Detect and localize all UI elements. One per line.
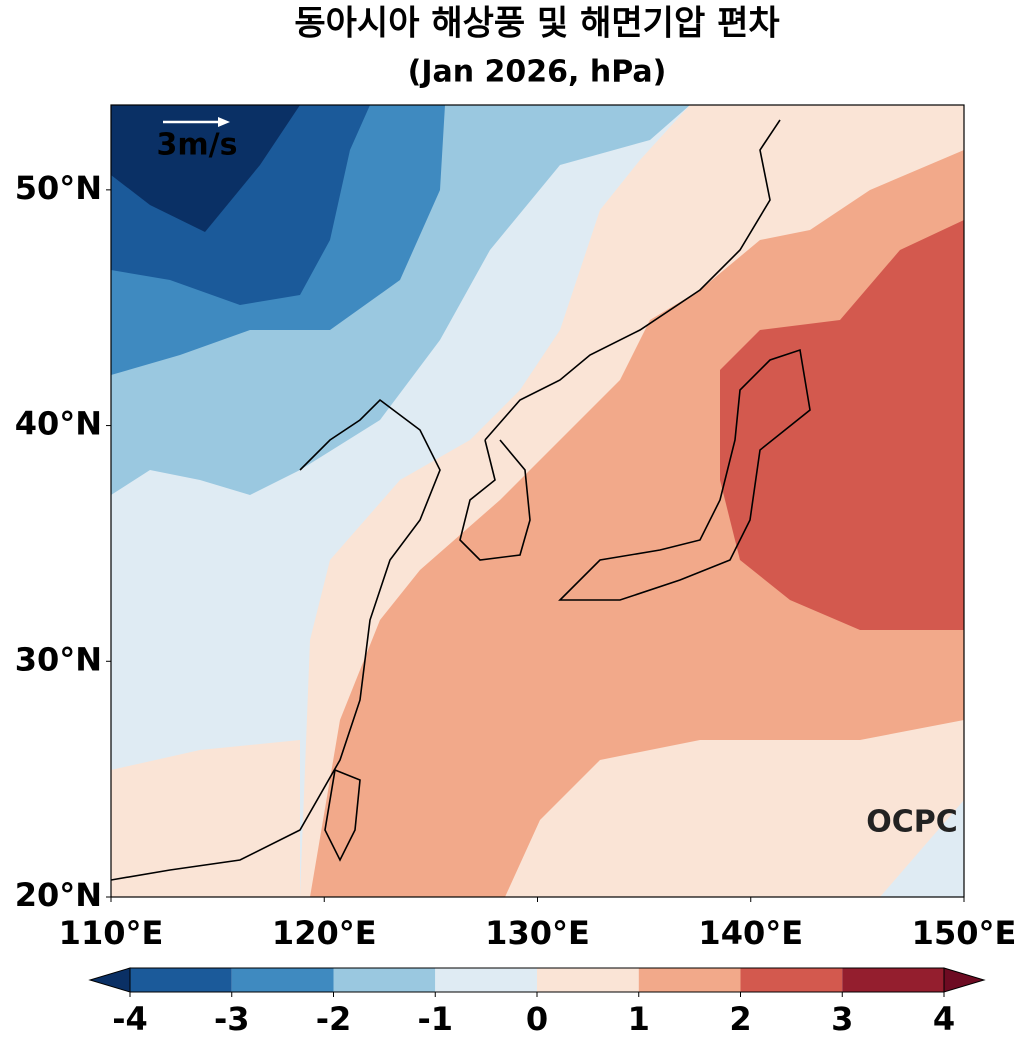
colorbar-tick-label: 1 [628, 1000, 650, 1038]
colorbar-bin [231, 968, 334, 992]
colorbar-under [88, 967, 131, 993]
colorbar: -4 -3 -2 -1 0 1 2 3 4 [88, 967, 986, 1038]
key-arrow-head [218, 117, 230, 127]
y-tick-label: 50°N [15, 169, 102, 207]
watermark: OCPC [866, 805, 958, 840]
axes: 110°E 120°E 130°E 140°E 150°E 20°N 30°N 40°N 50°… [15, 169, 1017, 952]
colorbar-bin [537, 968, 639, 992]
chart-title: 동아시아 해상풍 및 해면기압 편차 [294, 4, 779, 44]
colorbar-tick-label: 2 [729, 1000, 751, 1038]
colorbar-tick-label: -1 [417, 1000, 453, 1038]
colorbar-tick-label: -3 [214, 1000, 250, 1038]
contour-fill [111, 105, 300, 232]
colorbar-over [943, 967, 986, 993]
contour-fill [720, 220, 964, 630]
colorbar-tick-label: 0 [526, 1000, 548, 1038]
colorbar-tick-label: 4 [933, 1000, 955, 1038]
vector-key-label: 3m/s [157, 128, 238, 163]
contour-field [111, 105, 964, 897]
x-tick-label: 140°E [698, 914, 803, 952]
chart-subtitle: (Jan 2026, hPa) [408, 55, 667, 90]
colorbar-bin [740, 968, 843, 992]
coastline [111, 119, 811, 881]
colorbar-bin [435, 968, 537, 992]
x-tick-label: 120°E [272, 914, 377, 952]
vector-key: 3m/s [157, 117, 238, 163]
colorbar-bin [842, 968, 944, 992]
colorbar-bin [333, 968, 436, 992]
x-tick-label: 130°E [485, 914, 590, 952]
colorbar-bin [638, 968, 741, 992]
colorbar-tick-label: -2 [316, 1000, 352, 1038]
y-tick-label: 30°N [15, 640, 102, 678]
colorbar-bin [130, 968, 232, 992]
y-tick-label: 40°N [15, 405, 102, 443]
x-tick-label: 150°E [912, 914, 1017, 952]
colorbar-tick-label: 3 [831, 1000, 853, 1038]
y-tick-label: 20°N [15, 876, 102, 914]
x-tick-label: 110°E [59, 914, 164, 952]
contour-fill [111, 740, 300, 897]
colorbar-tick-label: -4 [112, 1000, 148, 1038]
